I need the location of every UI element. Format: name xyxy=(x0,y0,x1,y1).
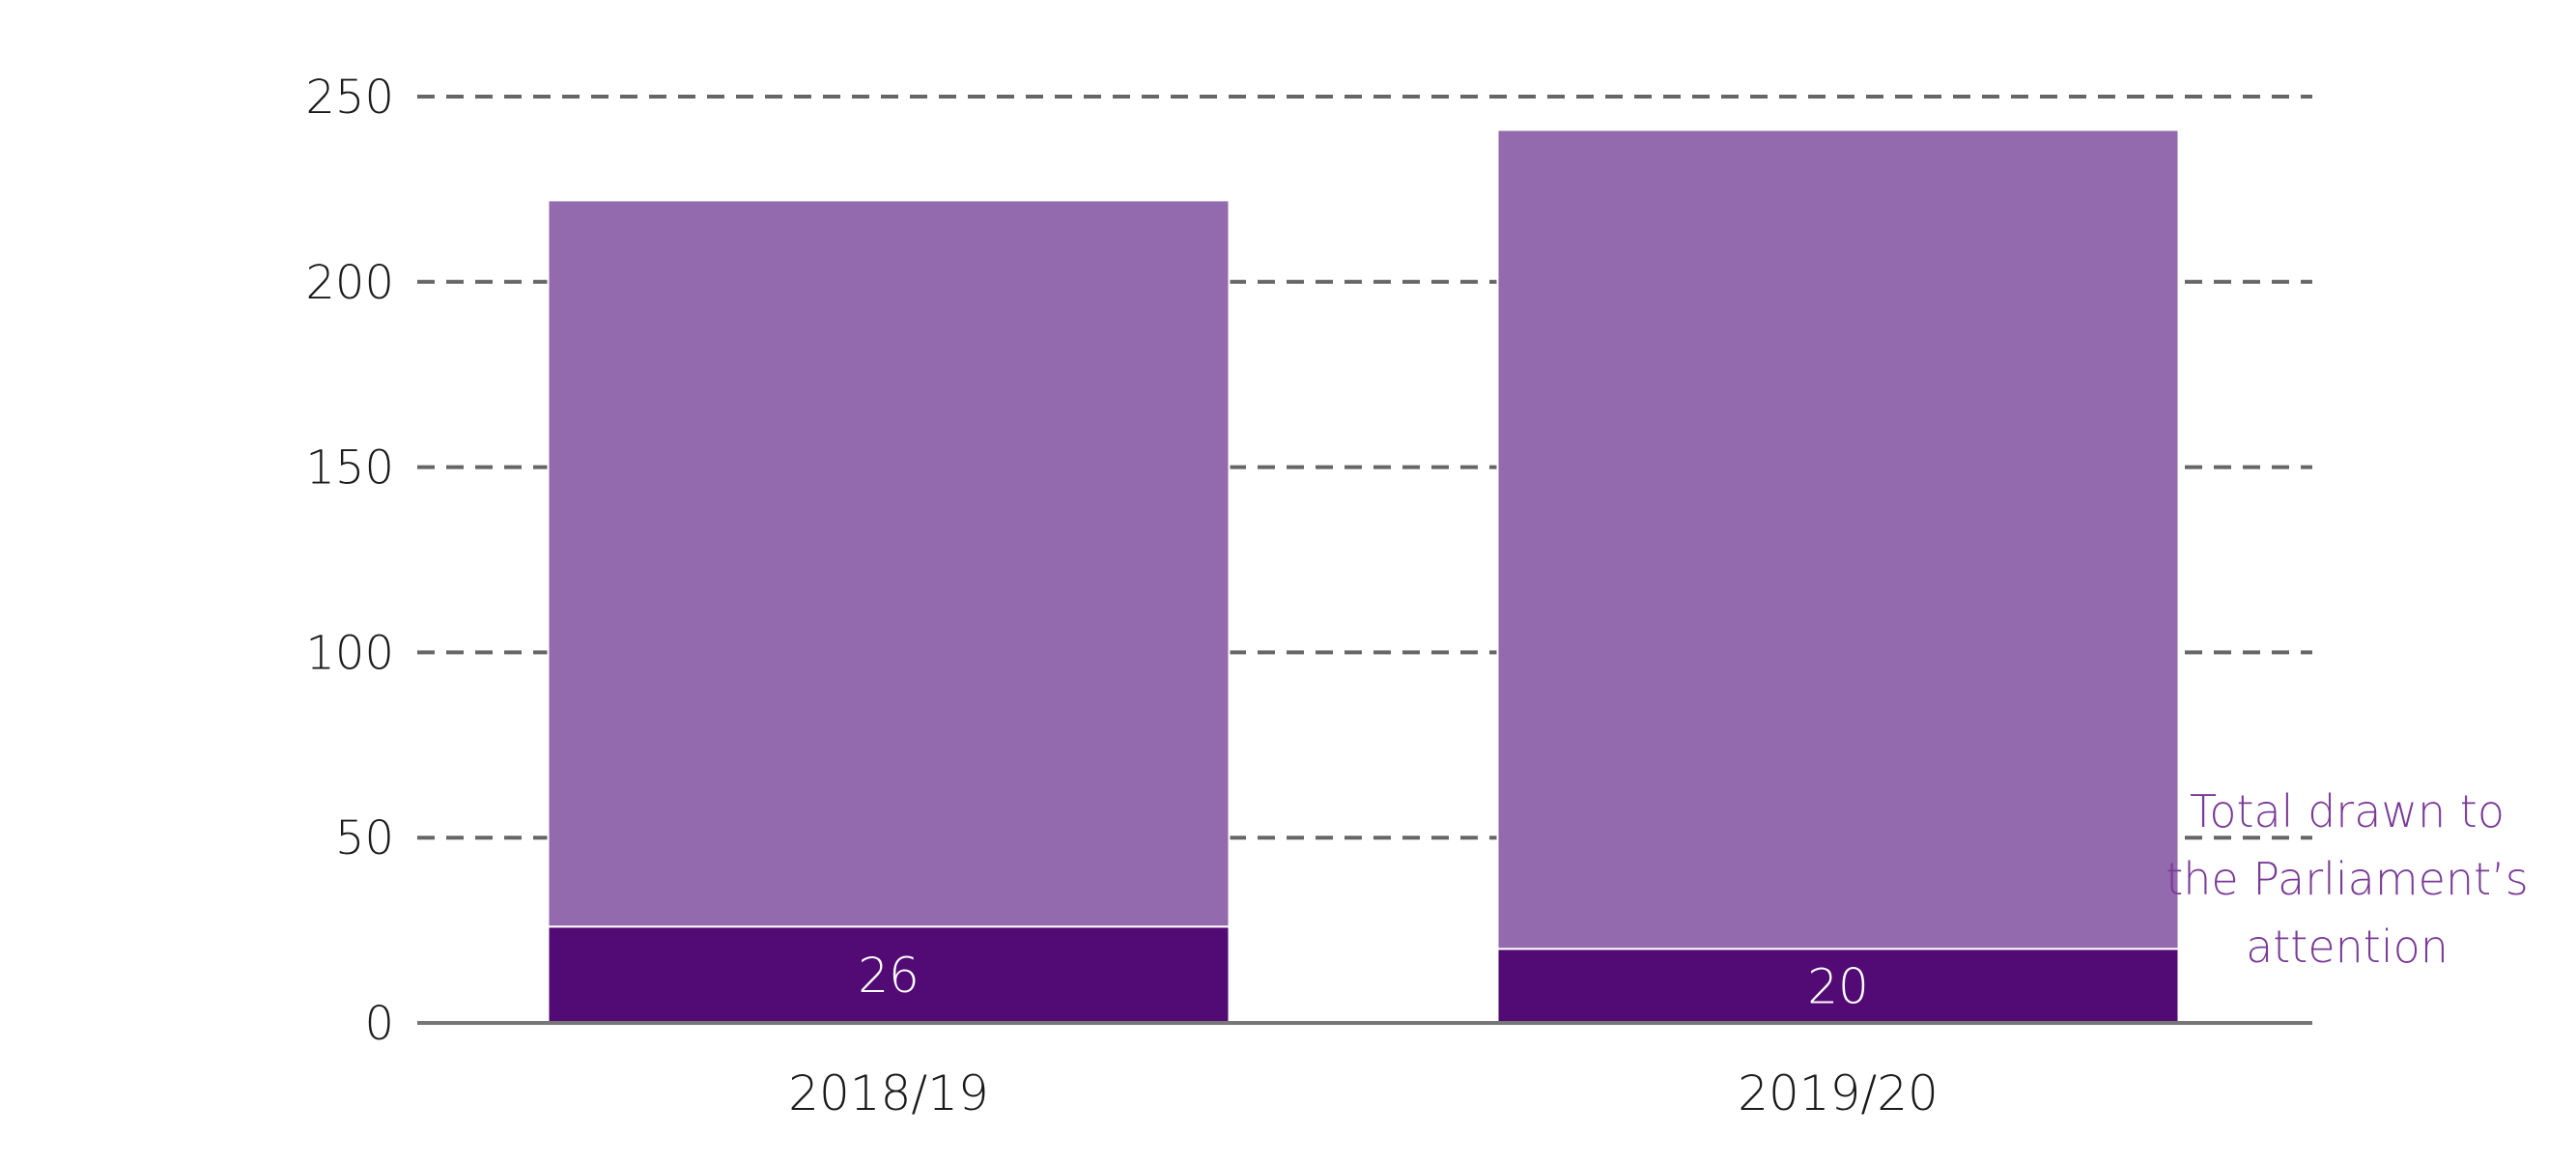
y-tick-label: 150 xyxy=(305,441,394,496)
annotation-line: the Parliament’s xyxy=(2166,853,2529,905)
y-tick-label: 200 xyxy=(305,256,394,310)
labels: 0 50 100 150 200 250 26 2018/19 20 2019/20 xyxy=(305,71,1938,1121)
y-tick-label: 0 xyxy=(364,997,394,1051)
annotation-line: attention xyxy=(2246,921,2449,973)
bar-value-label: 26 xyxy=(858,948,920,1004)
y-tick-label: 100 xyxy=(305,626,394,680)
y-tick-label: 50 xyxy=(335,811,394,865)
bar-segment-2-1 xyxy=(1496,128,2180,950)
bar-segment-1-0 xyxy=(547,925,1231,1024)
x-category-label: 2018/19 xyxy=(788,1065,989,1121)
y-tick-label: 250 xyxy=(305,71,394,125)
annotation: Total drawn to the Parliament’s attention xyxy=(2166,785,2529,973)
bar-value-label: 20 xyxy=(1807,959,1869,1015)
bars xyxy=(547,128,2180,1025)
bar-segment-2-0 xyxy=(547,199,1231,928)
annotation-line: Total drawn to xyxy=(2190,785,2505,837)
x-category-label: 2019/20 xyxy=(1738,1065,1939,1121)
